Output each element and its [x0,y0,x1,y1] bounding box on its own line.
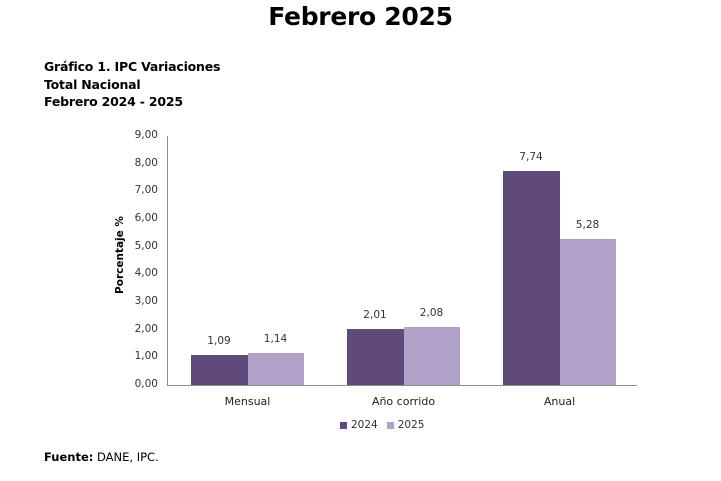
y-tick-label: 9,00 [134,129,158,141]
source-note: Fuente: DANE, IPC. [44,450,159,464]
chart-heading: Gráfico 1. IPC Variaciones Total Naciona… [44,58,220,111]
source-text: DANE, IPC. [93,450,159,464]
y-tick-label: 8,00 [134,156,158,169]
source-label: Fuente: [44,450,94,464]
bar-2024 [503,170,560,385]
y-tick-label: 0,00 [134,378,158,390]
y-tick-label: 5,00 [134,239,158,252]
x-category-label: Mensual [224,395,271,408]
bar-2024 [347,329,404,385]
bar-value-label: 2,01 [363,309,387,322]
bar-value-label: 1,09 [207,334,231,347]
y-axis-label: Porcentaje % [114,216,126,294]
legend-label-2025: 2025 [397,419,425,431]
bar-2025 [559,238,616,385]
chart-title: Gráfico 1. IPC Variaciones [44,59,221,74]
x-axis-line [167,385,637,386]
chart-subtitle-scope: Total Nacional [44,76,141,92]
y-axis-line [167,136,168,385]
legend-swatch-2025 [386,421,394,429]
bar-2025 [247,353,304,385]
bar-value-label: 7,74 [519,150,543,163]
legend: 2024 2025 [340,419,433,431]
y-tick-label: 3,00 [134,295,158,307]
bar-value-label: 5,28 [575,218,600,231]
y-tick-label: 6,00 [134,212,158,224]
legend-item-2024: 2024 [340,419,378,431]
y-tick-label: 7,00 [134,184,158,197]
y-tick-label: 2,00 [134,322,158,335]
legend-item-2025: 2025 [386,419,425,431]
y-tick-label: 4,00 [134,267,158,280]
bar-value-label: 2,08 [419,307,444,320]
x-category-label: Año corrido [371,395,436,408]
y-tick-label: 1,00 [134,350,158,363]
page-title: Febrero 2025 [268,2,453,31]
legend-swatch-2024 [340,421,347,429]
chart-subtitle-period: Febrero 2024 - 2025 [44,94,183,109]
legend-label-2024: 2024 [351,419,378,431]
bar-2025 [403,327,460,385]
bar-2024 [191,354,248,385]
x-category-label: Anual [543,395,576,408]
bar-value-label: 1,14 [263,333,288,346]
